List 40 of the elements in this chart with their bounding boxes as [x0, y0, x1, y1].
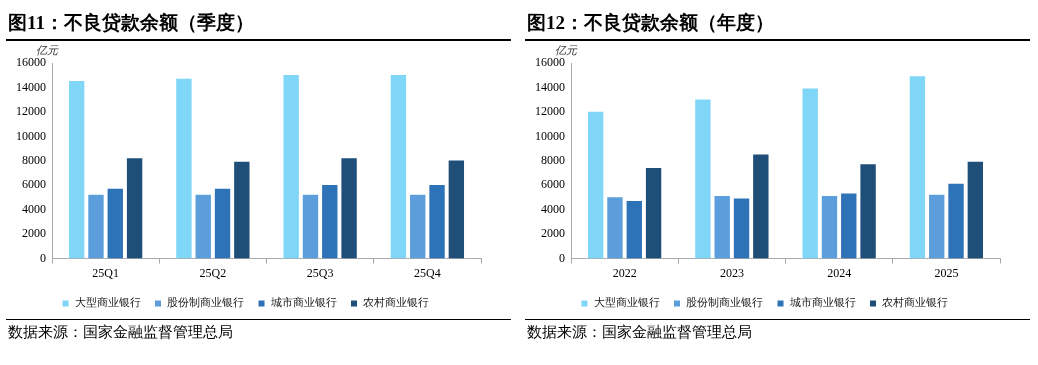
- legend-label: 农村商业银行: [363, 296, 429, 310]
- y-tick-label: 4000: [541, 201, 565, 216]
- legend-label: 股份制商业银行: [167, 296, 244, 310]
- chart-title: 图12：不良贷款余额（年度）: [525, 6, 1030, 41]
- y-tick-label: 12000: [535, 104, 565, 119]
- y-tick-label: 2000: [541, 226, 565, 241]
- y-tick-label: 6000: [22, 177, 46, 192]
- x-tick-label: 2023: [719, 265, 744, 280]
- y-axis-title: 亿元: [36, 44, 59, 58]
- x-tick-label: 2025: [934, 265, 959, 280]
- y-tick-label: 10000: [535, 128, 565, 143]
- legend-label: 股份制商业银行: [686, 296, 763, 310]
- legend-label: 大型商业银行: [74, 296, 141, 310]
- x-tick-label: 25Q3: [306, 265, 334, 280]
- legend-label: 农村商业银行: [882, 296, 948, 310]
- legend-label: 城市商业银行: [269, 296, 337, 310]
- x-tick-label: 25Q1: [92, 265, 119, 280]
- y-tick-label: 0: [559, 250, 565, 265]
- source-note: 数据来源：国家金融监督管理总局: [525, 319, 1030, 342]
- legend-label: 城市商业银行: [788, 296, 856, 310]
- y-tick-label: 0: [40, 250, 46, 265]
- y-axis-title: 亿元: [555, 44, 578, 58]
- y-tick-label: 16000: [535, 55, 565, 70]
- y-tick-label: 12000: [16, 104, 46, 119]
- y-tick-label: 4000: [22, 201, 46, 216]
- x-tick-label: 2022: [612, 265, 637, 280]
- legend-label: 大型商业银行: [593, 296, 660, 310]
- y-tick-label: 2000: [22, 226, 46, 241]
- y-tick-label: 14000: [16, 79, 46, 94]
- y-tick-label: 8000: [22, 152, 46, 167]
- y-tick-label: 8000: [541, 152, 565, 167]
- y-tick-label: 10000: [16, 128, 46, 143]
- x-tick-label: 25Q4: [414, 265, 441, 280]
- chart-title: 图11：不良贷款余额（季度）: [6, 6, 511, 41]
- x-tick-label: 25Q2: [199, 265, 227, 280]
- y-tick-label: 16000: [16, 55, 46, 70]
- y-tick-label: 6000: [541, 177, 565, 192]
- source-note: 数据来源：国家金融监督管理总局: [6, 319, 511, 342]
- x-tick-label: 2024: [827, 265, 852, 280]
- y-tick-label: 14000: [535, 79, 565, 94]
